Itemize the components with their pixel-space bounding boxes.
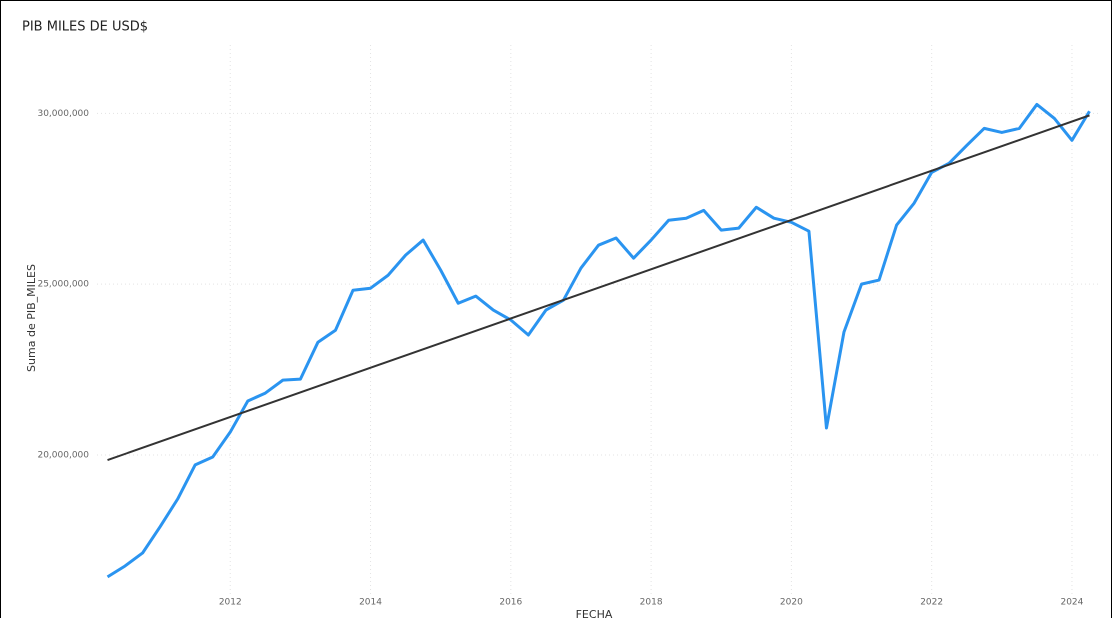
y-tick-label: 20,000,000 xyxy=(37,450,89,460)
y-tick-label: 25,000,000 xyxy=(37,280,89,290)
x-tick-label: 2024 xyxy=(1060,598,1083,608)
y-axis-label: Suma de PIB_MILES xyxy=(25,264,38,372)
chart-title: PIB MILES DE USD$ xyxy=(22,20,148,35)
x-tick-label: 2016 xyxy=(499,598,522,608)
trend-line xyxy=(107,114,1090,462)
y-tick-label: 30,000,000 xyxy=(37,109,89,119)
x-tick-label: 2014 xyxy=(359,598,382,608)
x-tick-label: 2022 xyxy=(920,598,943,608)
line-series xyxy=(106,102,1091,579)
x-tick-label: 2020 xyxy=(780,598,803,608)
x-tick-label: 2018 xyxy=(640,598,663,608)
x-axis-label: FECHA xyxy=(576,608,613,618)
x-tick-label: 2012 xyxy=(219,598,242,608)
